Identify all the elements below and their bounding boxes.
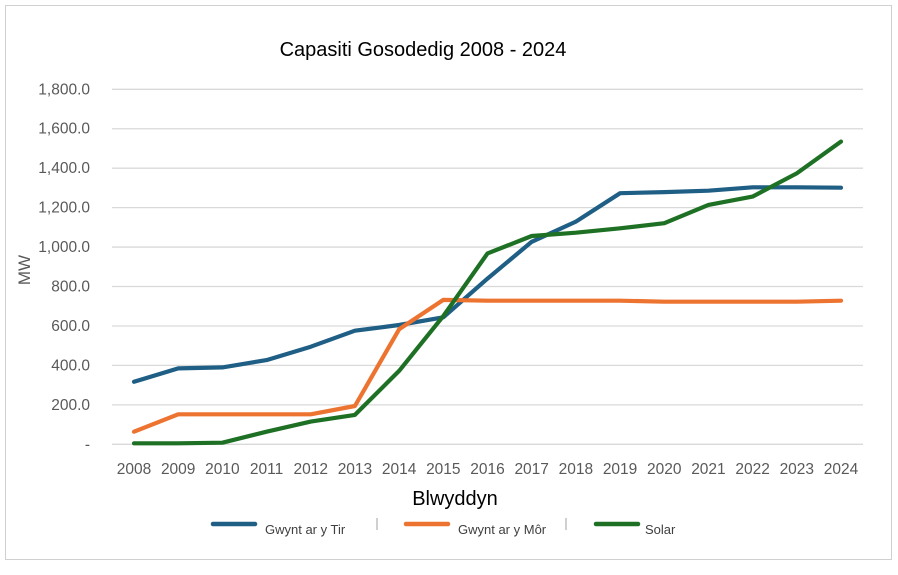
y-tick-label: - xyxy=(85,436,90,453)
series-line-gwynt-ar-y-tir xyxy=(131,185,844,384)
x-tick-label: 2018 xyxy=(559,461,593,478)
x-tick-label: 2014 xyxy=(382,461,417,478)
x-tick-label: 2009 xyxy=(161,461,195,478)
y-tick-label: 800.0 xyxy=(51,279,90,296)
x-tick-label: 2024 xyxy=(824,461,859,478)
series-line-gwynt-ar-y-m-r xyxy=(131,297,844,434)
y-tick-label: 1,400.0 xyxy=(38,160,90,177)
x-tick-label: 2017 xyxy=(514,461,548,478)
x-axis-label: Blwyddyn xyxy=(412,488,498,510)
x-tick-label: 2022 xyxy=(735,461,769,478)
y-axis-label: MW xyxy=(15,255,34,285)
x-tick-label: 2010 xyxy=(205,461,240,478)
y-tick-label: 1,600.0 xyxy=(38,121,90,138)
legend-label: Gwynt ar y Môr xyxy=(458,522,547,537)
x-tick-label: 2013 xyxy=(338,461,372,478)
y-tick-label: 600.0 xyxy=(51,318,90,335)
x-tick-label: 2011 xyxy=(250,461,283,478)
chart-frame xyxy=(5,5,892,560)
x-tick-label: 2016 xyxy=(470,461,504,478)
x-tick-label: 2019 xyxy=(603,461,637,478)
x-tick-label: 2008 xyxy=(117,461,151,478)
x-tick-label: 2020 xyxy=(647,461,682,478)
x-tick-label: 2012 xyxy=(294,461,328,478)
legend: Gwynt ar y Tir Gwynt ar y Môr Solar xyxy=(210,518,676,537)
y-tick-label: 1,200.0 xyxy=(38,200,90,217)
y-tick-label: 1,800.0 xyxy=(38,81,90,98)
y-tick-label: 1,000.0 xyxy=(38,239,90,256)
legend-label: Gwynt ar y Tir xyxy=(265,522,346,537)
chart-title: Capasiti Gosodedig 2008 - 2024 xyxy=(280,39,567,61)
y-tick-label: 400.0 xyxy=(51,357,90,374)
x-tick-label: 2021 xyxy=(691,461,725,478)
x-tick-label: 2023 xyxy=(780,461,814,478)
series-line-solar xyxy=(131,139,844,446)
legend-label: Solar xyxy=(645,522,676,537)
x-tick-label: 2015 xyxy=(426,461,460,478)
y-tick-label: 200.0 xyxy=(51,397,90,414)
